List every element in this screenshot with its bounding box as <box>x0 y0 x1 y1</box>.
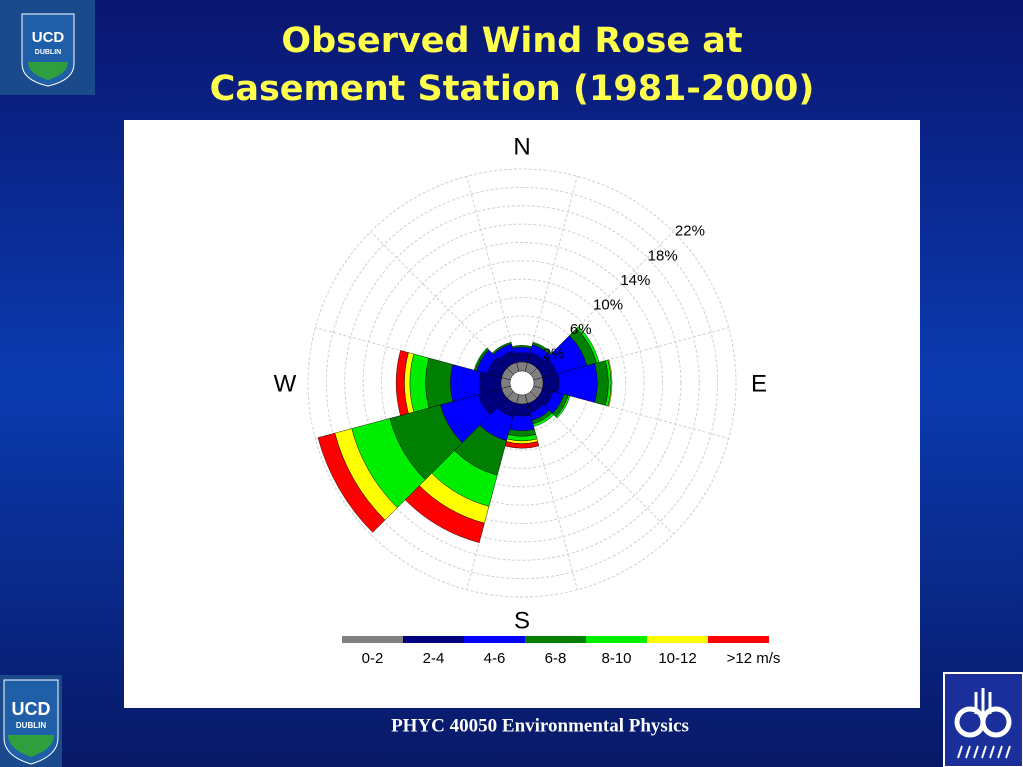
wind-sector <box>555 395 571 419</box>
grid-spoke <box>466 176 520 372</box>
legend-label: 0-2 <box>362 650 384 667</box>
wind-rose: 2% 6%10% 14% 18% 22% N E S W <box>274 133 767 634</box>
direction-label: E <box>751 370 767 397</box>
grid-spoke <box>533 327 729 381</box>
logo-harp-field <box>28 62 68 80</box>
r-tick-label: 2% <box>543 346 565 363</box>
grid-circle <box>380 241 664 525</box>
logo-bottom: UCD DUBLIN <box>0 675 62 767</box>
wind-sector <box>317 432 386 533</box>
wind-sector <box>509 414 535 431</box>
legend-swatch <box>342 636 403 643</box>
grid-spoke <box>530 231 674 375</box>
grid-circle <box>399 260 645 506</box>
direction-label: N <box>513 133 530 160</box>
logo-text: DUBLIN <box>35 49 61 56</box>
r-tick-label: 6% <box>570 321 592 338</box>
logo-text: DUBLIN <box>16 721 46 730</box>
legend-swatch <box>403 636 464 643</box>
legend-label: 8-10 <box>601 650 631 667</box>
grid-spoke <box>524 176 578 372</box>
logo-hatching <box>957 745 1011 759</box>
title-line: Casement Station (1981-2000) <box>210 69 815 109</box>
wind-sector <box>491 341 512 355</box>
legend-label: 4-6 <box>484 650 506 667</box>
legend-swatch <box>647 636 708 643</box>
grid-spoke <box>524 394 578 590</box>
wind-sector <box>513 352 531 363</box>
logo-harp-field <box>8 735 54 757</box>
legend-swatch <box>708 636 769 643</box>
logo-top: UCD DUBLIN <box>0 0 95 95</box>
r-tick-label: 10% <box>593 296 623 313</box>
grid-circle <box>344 205 700 561</box>
wind-sector <box>425 357 454 409</box>
legend-swatch <box>464 636 525 643</box>
legend-label: 2-4 <box>423 650 445 667</box>
legend-label: 6-8 <box>545 650 567 667</box>
r-tick-label: 18% <box>648 247 678 264</box>
calm-center <box>509 370 535 396</box>
grid-spoke <box>370 231 514 375</box>
logo-text: UCD <box>32 29 65 46</box>
wind-sector <box>607 359 613 407</box>
r-tick-label: 14% <box>620 272 650 289</box>
logo-ring <box>980 706 1012 738</box>
grid-spoke <box>530 391 674 535</box>
direction-label: W <box>274 370 297 397</box>
legend-label: 10-12 <box>658 650 696 667</box>
wind-sector <box>395 350 409 416</box>
footer: PHYC 40050 Environmental Physics <box>391 715 689 736</box>
grid-circle <box>307 168 737 598</box>
grid-circle <box>325 186 719 580</box>
logo-icc <box>943 672 1023 767</box>
grid-spoke <box>533 385 729 439</box>
logo-bars <box>974 688 992 714</box>
legend-swatch <box>586 636 647 643</box>
wind-sector <box>512 346 532 354</box>
r-tick-label: 22% <box>675 223 705 240</box>
wind-sector <box>473 347 488 371</box>
legend-label: >12 m/s <box>727 650 781 667</box>
grid-circle <box>362 223 682 543</box>
legend-swatch <box>525 636 586 643</box>
direction-label: S <box>514 607 530 634</box>
title-line: Observed Wind Rose at <box>281 21 742 61</box>
logo-text: UCD <box>12 699 51 719</box>
